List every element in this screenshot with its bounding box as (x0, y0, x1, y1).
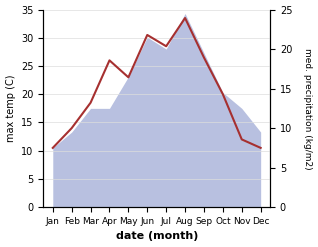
Y-axis label: med. precipitation (kg/m2): med. precipitation (kg/m2) (303, 48, 313, 169)
Y-axis label: max temp (C): max temp (C) (5, 75, 16, 142)
X-axis label: date (month): date (month) (115, 231, 198, 242)
